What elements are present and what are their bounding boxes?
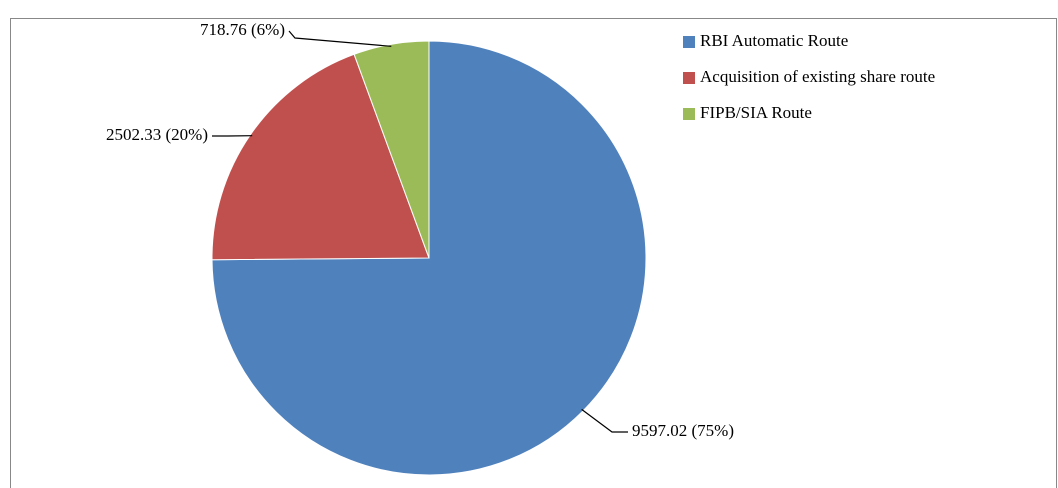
- legend-swatch: [683, 36, 695, 48]
- leader-line: [581, 408, 628, 433]
- leader-line: [288, 30, 392, 47]
- data-label: 2502.33 (20%): [106, 125, 208, 144]
- data-label: 9597.02 (75%): [632, 421, 734, 440]
- legend-label: FIPB/SIA Route: [700, 103, 812, 122]
- legend-swatch: [683, 108, 695, 120]
- pie-slice: [353, 40, 430, 259]
- data-label: 718.76 (6%): [200, 20, 285, 39]
- legend-label: RBI Automatic Route: [700, 31, 848, 50]
- legend-label: Acquisition of existing share route: [700, 67, 935, 86]
- legend-swatch: [683, 72, 695, 84]
- pie-slice: [211, 53, 430, 261]
